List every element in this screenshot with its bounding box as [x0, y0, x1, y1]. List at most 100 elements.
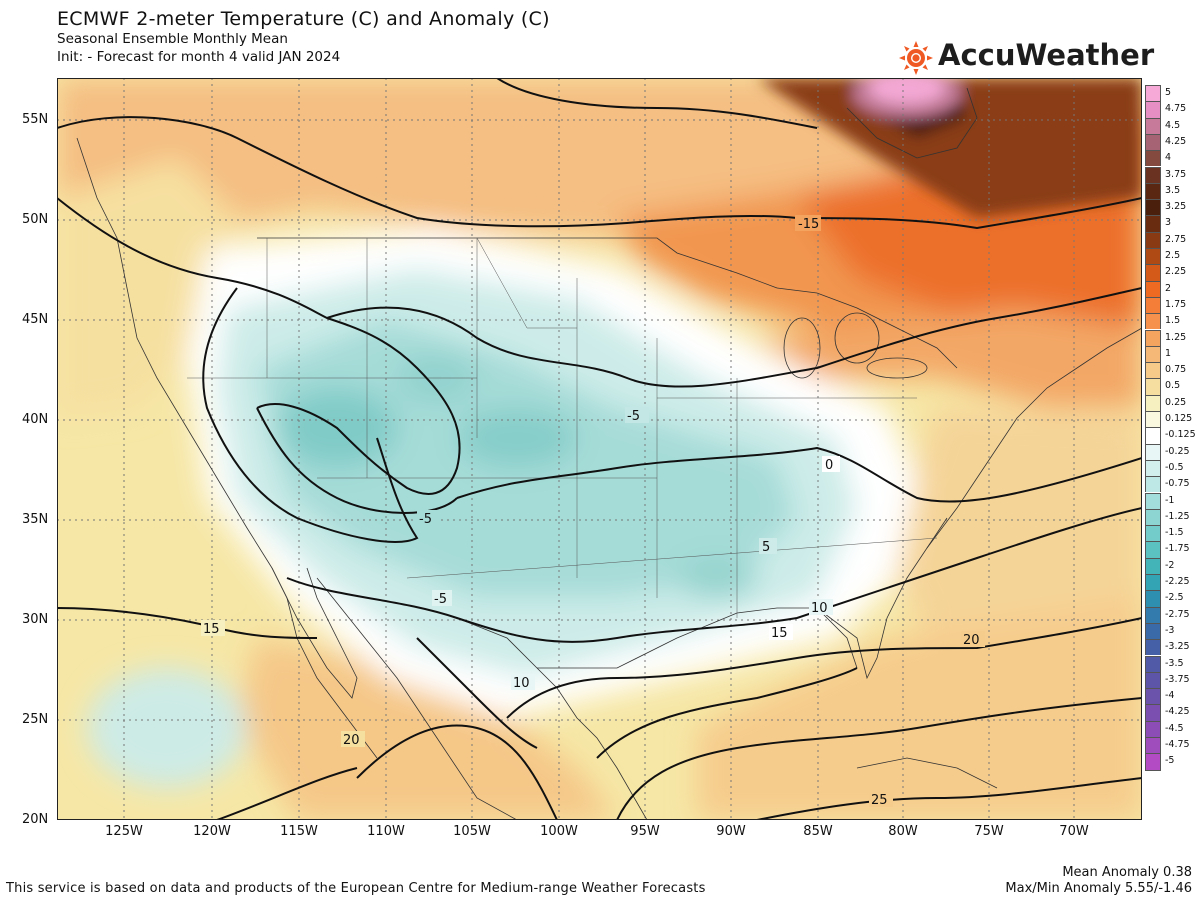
forecast-init-line: Init: - Forecast for month 4 valid JAN 2… — [57, 49, 341, 65]
legend-label: -1.75 — [1165, 543, 1190, 555]
legend-label: 4.75 — [1165, 103, 1187, 115]
lat-label: 55N — [22, 112, 49, 127]
ecmwf-attribution: This service is based on data and produc… — [6, 881, 706, 896]
lat-label: 20N — [22, 812, 49, 827]
mean-anomaly: Mean Anomaly 0.38 — [1062, 865, 1192, 880]
legend-label: -4.75 — [1165, 739, 1190, 750]
legend-label: 4 — [1165, 152, 1172, 164]
contour-label: 25 — [871, 793, 888, 808]
legend-swatch — [1145, 574, 1161, 591]
contour-label: -5 — [434, 592, 447, 607]
legend-swatch — [1145, 753, 1161, 771]
contour-label: 0 — [825, 458, 833, 473]
color-scale-legend: 5 4.75 4.5 4.25 4 3.75 3.5 3.25 3 2.75 2.5 2.25 2 1.7… — [1145, 85, 1196, 815]
legend-label: 2.5 — [1165, 250, 1181, 261]
legend-label: 2 — [1165, 282, 1172, 294]
legend-label: -0.75 — [1165, 478, 1190, 490]
legend-swatch — [1145, 85, 1161, 102]
legend-swatch — [1145, 639, 1161, 656]
contour-label: -5 — [419, 512, 432, 527]
legend-label: 3.5 — [1165, 184, 1181, 196]
contour-label: -15 — [798, 217, 819, 232]
contour-label: 20 — [963, 633, 980, 648]
contour-label: 10 — [811, 601, 828, 616]
legend-swatch — [1145, 606, 1161, 623]
legend-label: -2 — [1165, 559, 1175, 571]
maxmin-anomaly: Max/Min Anomaly 5.55/-1.46 — [1005, 881, 1192, 896]
legend-label: -3.75 — [1165, 673, 1190, 685]
contour-label: 15 — [203, 622, 220, 637]
legend-label: -0.25 — [1165, 445, 1190, 457]
legend-label: -1 — [1165, 494, 1175, 506]
legend-swatch — [1145, 133, 1161, 151]
lon-label: 75W — [974, 824, 1004, 839]
contour-label: 15 — [771, 626, 788, 641]
legend-swatch — [1145, 476, 1161, 493]
legend-label: -0.125 — [1165, 429, 1196, 441]
lon-label: 105W — [453, 824, 491, 839]
contour-label: 5 — [762, 540, 770, 555]
legend-label: -5 — [1165, 755, 1175, 767]
legend-label: 3.75 — [1165, 168, 1187, 180]
lon-label: 95W — [630, 824, 660, 839]
legend-label: 0.25 — [1165, 396, 1187, 408]
legend-swatch — [1145, 704, 1161, 721]
legend-swatch — [1145, 655, 1161, 672]
legend-swatch — [1145, 688, 1161, 705]
contour-label: 10 — [513, 676, 530, 691]
legend-swatch — [1145, 671, 1161, 689]
legend-label: -3.5 — [1165, 657, 1184, 669]
legend-label: -0.5 — [1165, 461, 1184, 473]
legend-label: 0.5 — [1165, 380, 1181, 392]
graticule — [57, 78, 1142, 820]
lat-label: 30N — [22, 612, 49, 627]
map-subtitle: Seasonal Ensemble Monthly Mean — [57, 31, 288, 47]
legend-label: 4.25 — [1165, 135, 1187, 147]
legend-label: -2.75 — [1165, 608, 1190, 620]
legend-swatch — [1145, 362, 1161, 379]
legend-label: -2.25 — [1165, 576, 1190, 587]
lat-label: 35N — [22, 512, 49, 527]
legend-swatch — [1145, 296, 1161, 314]
legend-swatch — [1145, 329, 1161, 346]
legend-label: -3.25 — [1165, 641, 1190, 653]
state-lines — [187, 237, 938, 618]
legend-label: 0.125 — [1165, 413, 1193, 424]
legend-label: 1 — [1165, 347, 1172, 359]
legend-swatch — [1145, 737, 1161, 754]
legend-swatch — [1145, 525, 1161, 542]
contour-label: -5 — [627, 409, 640, 424]
lon-label: 80W — [888, 824, 918, 839]
legend-swatch — [1145, 443, 1161, 460]
map-title: ECMWF 2-meter Temperature (C) and Anomal… — [57, 8, 550, 30]
legend-label: 3.25 — [1165, 201, 1187, 213]
lon-label: 110W — [367, 824, 405, 839]
legend-label: 1.25 — [1165, 331, 1187, 343]
legend-swatch — [1145, 101, 1161, 118]
legend-swatch — [1145, 720, 1161, 737]
legend-swatch — [1145, 199, 1161, 216]
legend-swatch — [1145, 622, 1161, 640]
legend-label: 0.75 — [1165, 364, 1187, 376]
legend-swatch — [1145, 313, 1161, 330]
temperature-contours — [57, 78, 1142, 820]
legend-label: 2.25 — [1165, 266, 1187, 278]
legend-swatch — [1145, 215, 1161, 232]
legend-swatch — [1145, 541, 1161, 558]
lon-label: 70W — [1059, 824, 1089, 839]
political-boundaries — [76, 87, 1142, 820]
legend-swatch — [1145, 248, 1161, 265]
legend-swatch — [1145, 427, 1161, 444]
legend-label: -1.5 — [1165, 527, 1184, 539]
legend-swatch — [1145, 117, 1161, 134]
legend-swatch — [1145, 166, 1161, 183]
map-canvas: -15 -5 -5 0 -5 5 10 15 15 20 1 — [57, 78, 1142, 820]
lon-label: 115W — [280, 824, 318, 839]
legend-label: -4.5 — [1165, 722, 1184, 734]
legend-swatch — [1145, 182, 1161, 200]
legend-swatch — [1145, 557, 1161, 574]
legend-swatch — [1145, 508, 1161, 526]
legend-label: -2.5 — [1165, 592, 1184, 604]
legend-label: -4.25 — [1165, 706, 1190, 718]
legend-swatch — [1145, 280, 1161, 297]
